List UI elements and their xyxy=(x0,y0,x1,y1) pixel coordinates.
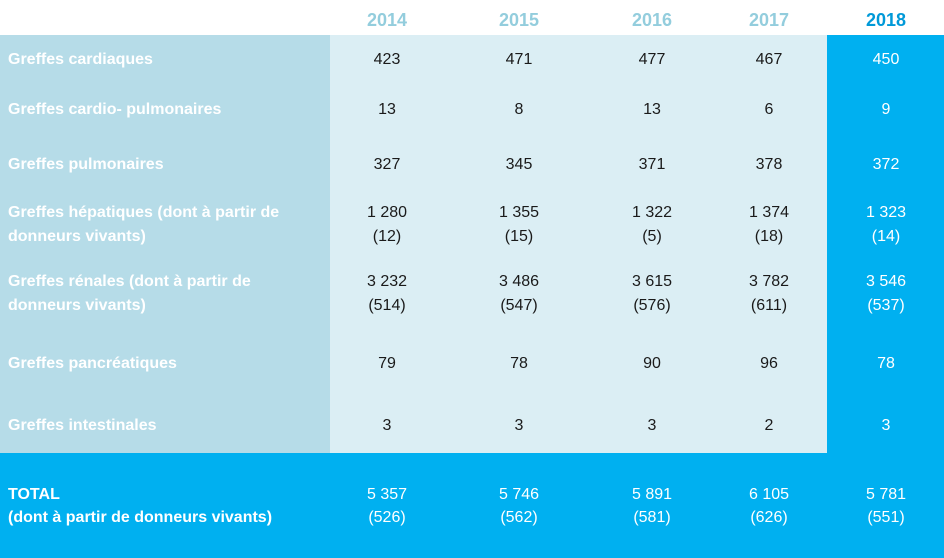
cell-value: 6 105 xyxy=(748,486,790,503)
cell-subvalue: (12) xyxy=(372,228,402,245)
table-cell: 2 xyxy=(764,417,774,434)
cell-value: 1 280 xyxy=(366,204,408,221)
table-cell-highlight: 3 xyxy=(881,417,891,434)
cell-subvalue: (514) xyxy=(368,297,406,314)
table-cell: 3 232 (514) xyxy=(327,270,447,318)
cell-value: 5 746 xyxy=(498,486,540,503)
table-cell: 378 xyxy=(755,156,783,173)
table-cell: 345 xyxy=(505,156,533,173)
total-cell: 5 781 (551) xyxy=(826,483,944,529)
table-cell: 3 xyxy=(514,417,524,434)
cell-subvalue: (15) xyxy=(504,228,534,245)
table-cell: 423 xyxy=(373,51,401,68)
cell-value: 5 781 xyxy=(865,486,907,503)
row-label-intestinales: Greffes intestinales xyxy=(8,417,157,434)
table-cell: 6 xyxy=(764,101,774,118)
cell-subvalue: (576) xyxy=(633,297,671,314)
cell-subvalue: (547) xyxy=(500,297,538,314)
cell-value: 3 782 xyxy=(748,273,790,290)
total-cell: 5 891 (581) xyxy=(592,483,712,529)
year-header-2015: 2015 xyxy=(498,10,540,30)
total-cell: 6 105 (626) xyxy=(709,483,829,529)
table-cell-highlight: 450 xyxy=(872,51,900,68)
table-cell: 1 280 (12) xyxy=(327,201,447,249)
data-columns-background xyxy=(330,35,827,453)
table-cell: 3 xyxy=(647,417,657,434)
cell-value: 3 615 xyxy=(631,273,673,290)
cell-value: 3 232 xyxy=(366,273,408,290)
row-label-renales: Greffes rénales (dont à partir de donneu… xyxy=(8,273,251,314)
cell-value: 5 891 xyxy=(631,486,673,503)
total-label-line2: (dont à partir de donneurs vivants) xyxy=(8,509,273,526)
year-header-2016: 2016 xyxy=(631,10,673,30)
cell-subvalue: (14) xyxy=(871,228,901,245)
table-cell-highlight: 9 xyxy=(881,101,891,118)
table-cell: 96 xyxy=(760,355,778,372)
row-label-cardiaques: Greffes cardiaques xyxy=(8,51,153,68)
table-cell: 13 xyxy=(378,101,396,118)
cell-subvalue: (611) xyxy=(750,297,788,314)
cell-subvalue: (581) xyxy=(633,509,671,526)
cell-subvalue: (551) xyxy=(867,509,905,526)
table-cell: 477 xyxy=(638,51,666,68)
table-cell: 1 322 (5) xyxy=(592,201,712,249)
cell-subvalue: (18) xyxy=(754,228,784,245)
cell-value: 1 323 xyxy=(865,204,907,221)
cell-subvalue: (537) xyxy=(867,297,905,314)
table-cell: 13 xyxy=(643,101,661,118)
cell-value: 1 355 xyxy=(498,204,540,221)
total-row-background xyxy=(0,453,944,558)
total-label-line1: TOTAL xyxy=(8,486,60,503)
table-cell: 327 xyxy=(373,156,401,173)
table-cell-highlight: 78 xyxy=(877,355,895,372)
cell-value: 3 486 xyxy=(498,273,540,290)
row-label-pancreatiques: Greffes pancréatiques xyxy=(8,355,177,372)
table-cell: 1 355 (15) xyxy=(459,201,579,249)
year-header-2018: 2018 xyxy=(865,10,907,30)
year-header-2014: 2014 xyxy=(366,10,408,30)
table-cell: 471 xyxy=(505,51,533,68)
table-cell: 8 xyxy=(514,101,524,118)
label-column-background xyxy=(0,35,330,453)
table-cell: 371 xyxy=(638,156,666,173)
table-cell-highlight: 3 546 (537) xyxy=(826,270,944,318)
table-cell-highlight: 1 323 (14) xyxy=(826,201,944,249)
table-cell: 467 xyxy=(755,51,783,68)
table-cell: 3 615 (576) xyxy=(592,270,712,318)
cell-subvalue: (526) xyxy=(368,509,406,526)
table-cell: 79 xyxy=(378,355,396,372)
table-cell: 78 xyxy=(510,355,528,372)
cell-value: 3 546 xyxy=(865,273,907,290)
cell-subvalue: (5) xyxy=(642,228,662,245)
cell-value: 1 322 xyxy=(631,204,673,221)
total-cell: 5 357 (526) xyxy=(327,483,447,529)
row-label-hepatiques: Greffes hépatiques (dont à partir de don… xyxy=(8,204,280,245)
table-cell: 1 374 (18) xyxy=(709,201,829,249)
cell-value: 5 357 xyxy=(366,486,408,503)
cell-subvalue: (562) xyxy=(500,509,538,526)
row-label-pulmonaires: Greffes pulmonaires xyxy=(8,156,164,173)
highlight-column-background xyxy=(827,35,944,453)
table-cell: 90 xyxy=(643,355,661,372)
row-label-cardio-pulmonaires: Greffes cardio- pulmonaires xyxy=(8,101,222,118)
table-cell: 3 782 (611) xyxy=(709,270,829,318)
cell-subvalue: (626) xyxy=(750,509,788,526)
year-header-2017: 2017 xyxy=(748,10,790,30)
total-label: TOTAL (dont à partir de donneurs vivants… xyxy=(8,483,328,529)
table-cell: 3 xyxy=(382,417,392,434)
total-cell: 5 746 (562) xyxy=(459,483,579,529)
table-cell: 3 486 (547) xyxy=(459,270,579,318)
table-cell-highlight: 372 xyxy=(872,156,900,173)
cell-value: 1 374 xyxy=(748,204,790,221)
